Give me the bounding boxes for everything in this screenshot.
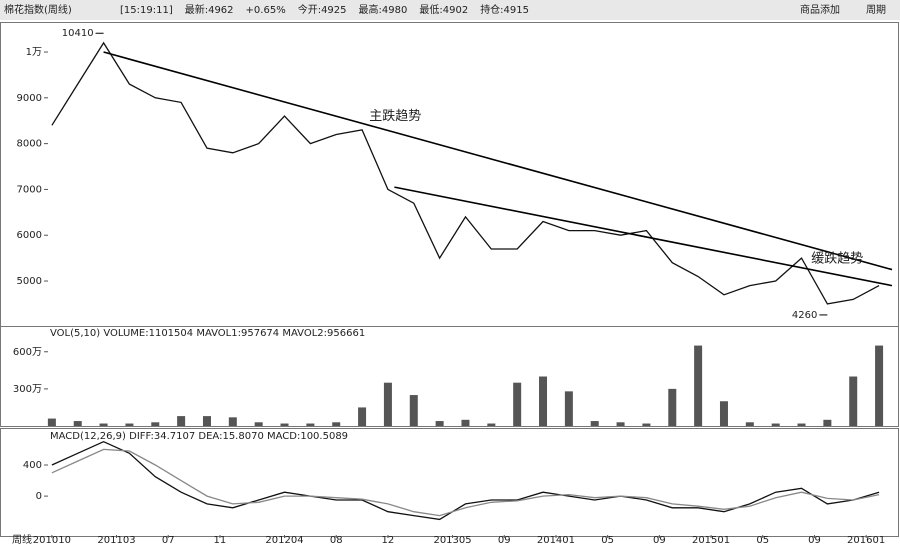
y-tick-label: 1万 [26,47,42,58]
bar [202,416,211,426]
bar [177,416,186,426]
panel-title: VOL(5,10) VOLUME:1101504 MAVOL1:957674 M… [50,328,365,339]
bar [47,418,56,426]
bar [125,423,134,426]
y-tick-label: 400 [23,460,42,471]
header-title: 棉花指数(周线) [4,3,72,16]
y-tick-label: 6000 [17,230,42,241]
series-line [51,440,880,521]
bar [228,417,237,426]
header-item: +0.65% [246,5,286,16]
header-button[interactable]: 周期 [866,4,886,16]
y-tick-label: 300万 [13,384,42,395]
bar [383,382,392,426]
bar [409,395,418,426]
bar [487,423,496,426]
bar [745,422,754,426]
annotation-label: 10410 [62,28,94,39]
bar [99,423,108,426]
bar [823,419,832,426]
bar [875,345,884,426]
trend-line [103,51,893,271]
x-tick-label: 09 [808,535,821,545]
trend-label: 缓跌趋势 [811,250,863,266]
y-tick-label: 7000 [17,184,42,195]
header-item: 最高:4980 [359,3,408,16]
trend-label: 主跌趋势 [369,108,421,124]
header-item: 最新:4962 [185,3,234,16]
series-line [51,448,880,517]
bar [280,423,289,426]
x-tick-label: 201601 [847,535,885,545]
period-label: 周线 [12,533,32,545]
x-tick-label: 05 [756,535,769,545]
bar [797,423,806,426]
y-tick-label: 5000 [17,276,42,287]
x-tick-label: 201204 [265,535,303,545]
y-tick-label: 8000 [17,139,42,150]
x-tick-label: 08 [330,535,343,545]
header-item: 最低:4902 [419,3,468,16]
header-bar [0,0,900,20]
x-tick-label: 201305 [433,535,471,545]
bar [771,423,780,426]
header-item: [15:19:11] [120,5,173,16]
bar [306,423,315,426]
bar [849,376,858,426]
y-tick-label: 600万 [13,347,42,358]
header-item: 今开:4925 [298,3,347,16]
macd-panel [0,428,899,537]
bar [694,345,703,426]
bar [513,382,522,426]
x-tick-label: 201501 [692,535,730,545]
bar [151,422,160,426]
bar [642,423,651,426]
x-tick-label: 12 [382,535,395,545]
x-tick-label: 201103 [97,535,135,545]
bar [73,421,82,426]
series-line [51,41,880,305]
bar [435,421,444,426]
volume-panel [0,326,899,427]
bar [668,388,677,426]
header-item: 持仓:4915 [480,3,529,16]
annotation-label: 4260 [792,310,817,321]
x-tick-label: 09 [498,535,511,545]
x-tick-label: 05 [601,535,614,545]
bar [539,376,548,426]
x-tick-label: 09 [653,535,666,545]
x-tick-label: 201401 [537,535,575,545]
panel-title: MACD(12,26,9) DIFF:34.7107 DEA:15.8070 M… [50,431,348,442]
x-tick-label: 07 [162,535,175,545]
trend-line [394,186,893,287]
bar [461,419,470,426]
y-tick-label: 0 [36,491,42,502]
price-panel [0,22,899,327]
bar [358,407,367,426]
y-tick-label: 9000 [17,93,42,104]
bar [590,421,599,426]
bar [332,422,341,426]
bar [719,401,728,426]
bar [254,422,263,426]
bar [564,391,573,426]
x-tick-label: 11 [214,535,227,545]
x-tick-label: 201010 [33,535,71,545]
bar [616,422,625,426]
header-button[interactable]: 商品添加 [800,3,840,16]
